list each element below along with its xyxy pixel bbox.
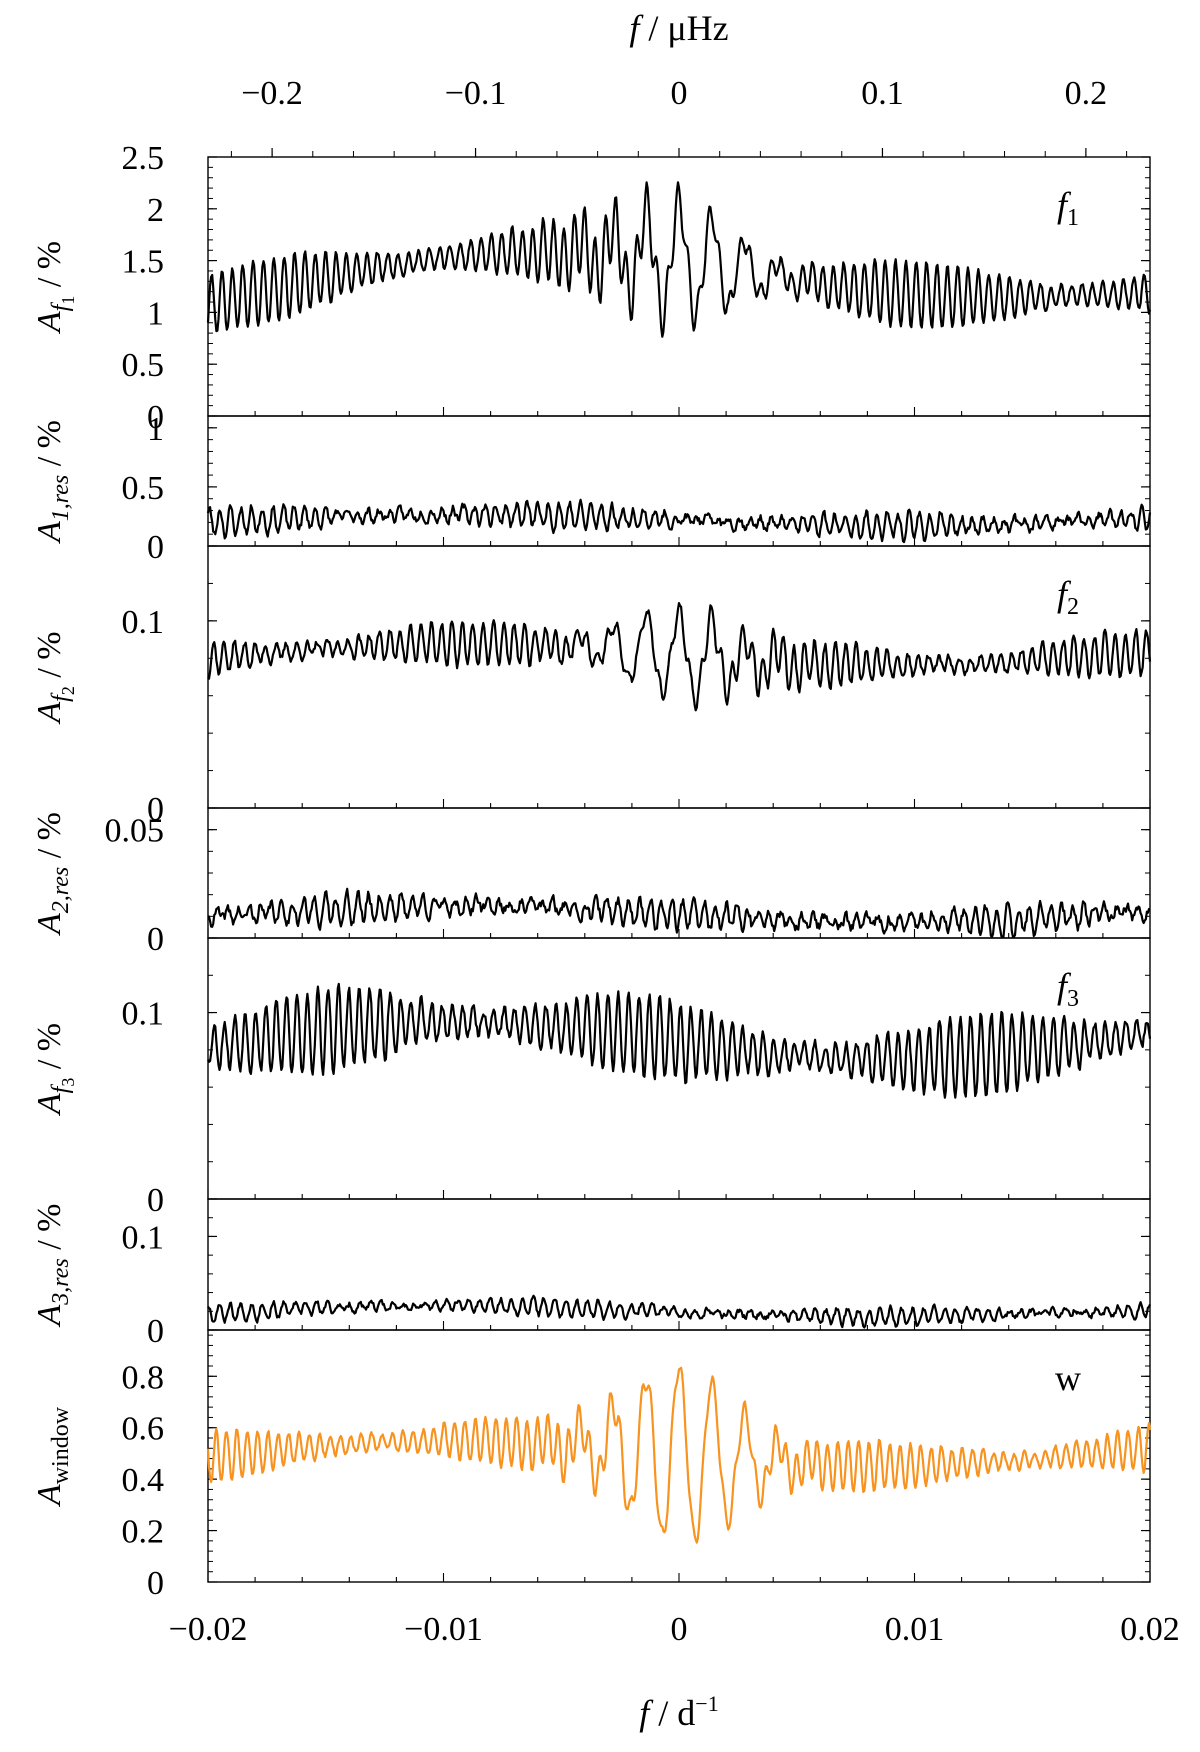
x-tick-label: 0 <box>671 1611 688 1648</box>
y-tick-label: 0 <box>147 1182 164 1219</box>
y-tick-label: 0.4 <box>122 1462 165 1499</box>
y-tick-label: 1.5 <box>122 244 165 281</box>
top-tick-label: −0.2 <box>241 75 303 112</box>
y-tick-label: 0.05 <box>105 813 165 850</box>
series-line-f2 <box>207 602 1152 712</box>
panel-tag: f2 <box>1057 574 1079 620</box>
y-tick-label: 0 <box>147 1565 164 1602</box>
top-axis: −0.2 −0.1 0 0.1 0.2 f / μHz <box>230 8 1128 157</box>
y-axis-label: Awindow <box>31 1406 74 1507</box>
panel-tag: w <box>1055 1358 1081 1398</box>
panel-r3: 0 0.1 A3,res / % <box>31 1198 1152 1350</box>
y-axis-label: Af2 / % <box>31 631 78 724</box>
top-tick-label: 0 <box>671 75 688 112</box>
y-tick-label: 1 <box>147 411 164 448</box>
series-line-r2 <box>207 887 1151 938</box>
panel-tag: f3 <box>1057 966 1079 1012</box>
y-tick-label: 2 <box>147 192 164 229</box>
series-line-f3 <box>207 982 1152 1099</box>
panel-frame <box>207 1329 1151 1583</box>
y-tick-label: 0 <box>147 399 164 436</box>
y-tick-label: 0 <box>147 1313 164 1350</box>
y-axis-label: A3,res / % <box>31 1203 74 1327</box>
panel-r1: 0 0.5 1 A1,res / % <box>31 411 1152 566</box>
x-tick-label: −0.01 <box>404 1611 483 1648</box>
y-axis-label: Af1 / % <box>31 241 78 334</box>
top-tick-label: 0.1 <box>861 75 904 112</box>
y-tick-label: 0 <box>147 791 164 828</box>
x-tick-label: 0.02 <box>1120 1611 1180 1648</box>
y-tick-label: 1 <box>147 295 164 332</box>
top-tick-label: 0.2 <box>1065 75 1108 112</box>
y-tick-label: 0.1 <box>122 996 165 1033</box>
series-line-r3 <box>207 1294 1152 1329</box>
panel-frame <box>207 545 1151 809</box>
y-tick-label: 0.8 <box>122 1359 165 1396</box>
top-tick-label: −0.1 <box>445 75 507 112</box>
y-tick-label: 0 <box>147 921 164 958</box>
y-tick-label: 0.2 <box>122 1514 165 1551</box>
y-tick-label: 0.5 <box>122 347 165 384</box>
y-tick-label: 0.5 <box>122 470 165 507</box>
x-tick-label: 0.01 <box>885 1611 945 1648</box>
top-axis-title: f / μHz <box>629 8 728 48</box>
x-tick-label: −0.02 <box>169 1611 248 1648</box>
series-line-r1 <box>206 498 1152 544</box>
panel-f1: 0 0.5 1 1.5 2 2.5 Af1 / % f1 <box>31 140 1152 436</box>
x-axis-title: f / d−1 <box>639 1691 718 1733</box>
panel-frame <box>207 1198 1151 1331</box>
panel-f2: 0 0.1 Af2 / % f2 <box>31 545 1152 828</box>
y-tick-label: 0.1 <box>122 604 165 641</box>
y-tick-label: 0.6 <box>122 1411 165 1448</box>
panel-tag: f1 <box>1057 185 1079 231</box>
y-tick-label: 0 <box>147 529 164 566</box>
panel-f3: 0 0.1 Af3 / % f3 <box>31 937 1152 1219</box>
panel-r2: 0 0.05 A2,res / % <box>31 807 1151 958</box>
series-line-f1 <box>206 181 1152 338</box>
y-axis-label: Af3 / % <box>31 1023 78 1116</box>
y-tick-label: 2.5 <box>122 140 165 177</box>
panel-w: 0 0.2 0.4 0.6 0.8 Awindow w <box>31 1329 1152 1602</box>
y-tick-label: 0.1 <box>122 1219 165 1256</box>
y-axis-label: A2,res / % <box>31 812 74 936</box>
bottom-axis: −0.02 −0.01 0 0.01 0.02 f / d−1 <box>169 1611 1180 1733</box>
y-axis-label: A1,res / % <box>31 420 74 544</box>
series-line-w <box>206 1366 1152 1544</box>
